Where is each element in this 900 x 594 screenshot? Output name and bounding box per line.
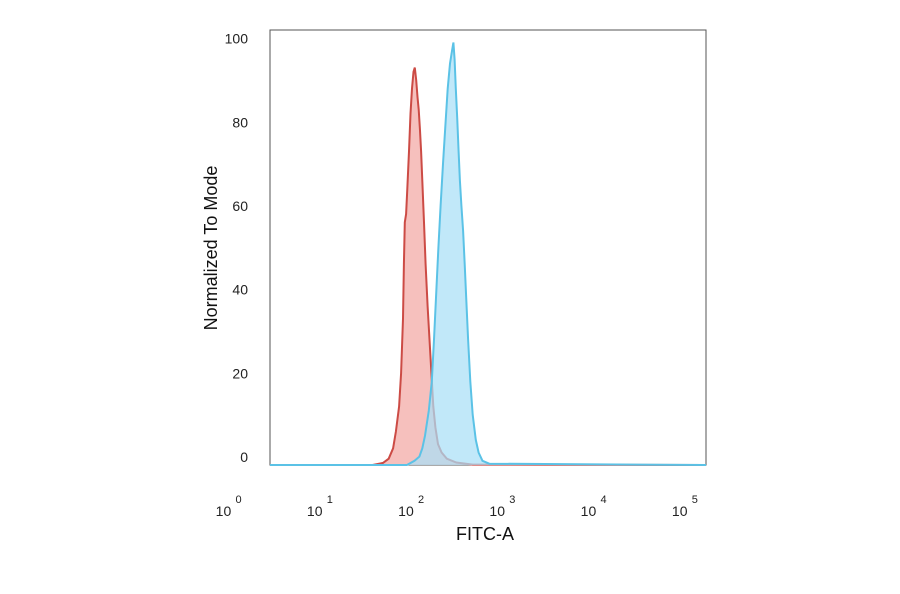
x-tick-exponent: 1 <box>327 494 333 506</box>
plot-frame <box>269 29 707 466</box>
y-tick-label: 40 <box>232 282 248 298</box>
histogram-area-1 <box>270 67 706 465</box>
x-axis-title: FITC-A <box>456 524 514 544</box>
y-axis-title: Normalized To Mode <box>201 166 221 331</box>
x-tick-exponent: 5 <box>692 494 698 506</box>
x-tick-exponent: 3 <box>509 494 515 506</box>
y-tick-label: 100 <box>225 31 249 47</box>
y-tick-label: 80 <box>232 114 248 130</box>
series-layer <box>270 42 707 466</box>
x-tick-label: 10 <box>398 503 414 519</box>
x-tick-label: 10 <box>581 503 597 519</box>
x-tick-label: 10 <box>216 503 232 519</box>
x-tick-label: 10 <box>307 503 323 519</box>
y-tick-label: 60 <box>232 198 248 214</box>
x-tick-label: 10 <box>672 503 688 519</box>
histogram-line-1 <box>270 67 707 466</box>
x-tick-label: 10 <box>489 503 505 519</box>
x-tick-exponent: 4 <box>600 494 606 506</box>
y-axis-ticks: 0 20 40 60 80 100 <box>225 31 249 465</box>
y-tick-label: 0 <box>240 449 248 465</box>
x-tick-exponent: 2 <box>418 494 424 506</box>
histogram-line-2 <box>270 42 707 466</box>
y-tick-label: 20 <box>232 365 248 381</box>
x-tick-exponent: 0 <box>235 494 241 506</box>
histogram-area-2 <box>270 42 706 465</box>
